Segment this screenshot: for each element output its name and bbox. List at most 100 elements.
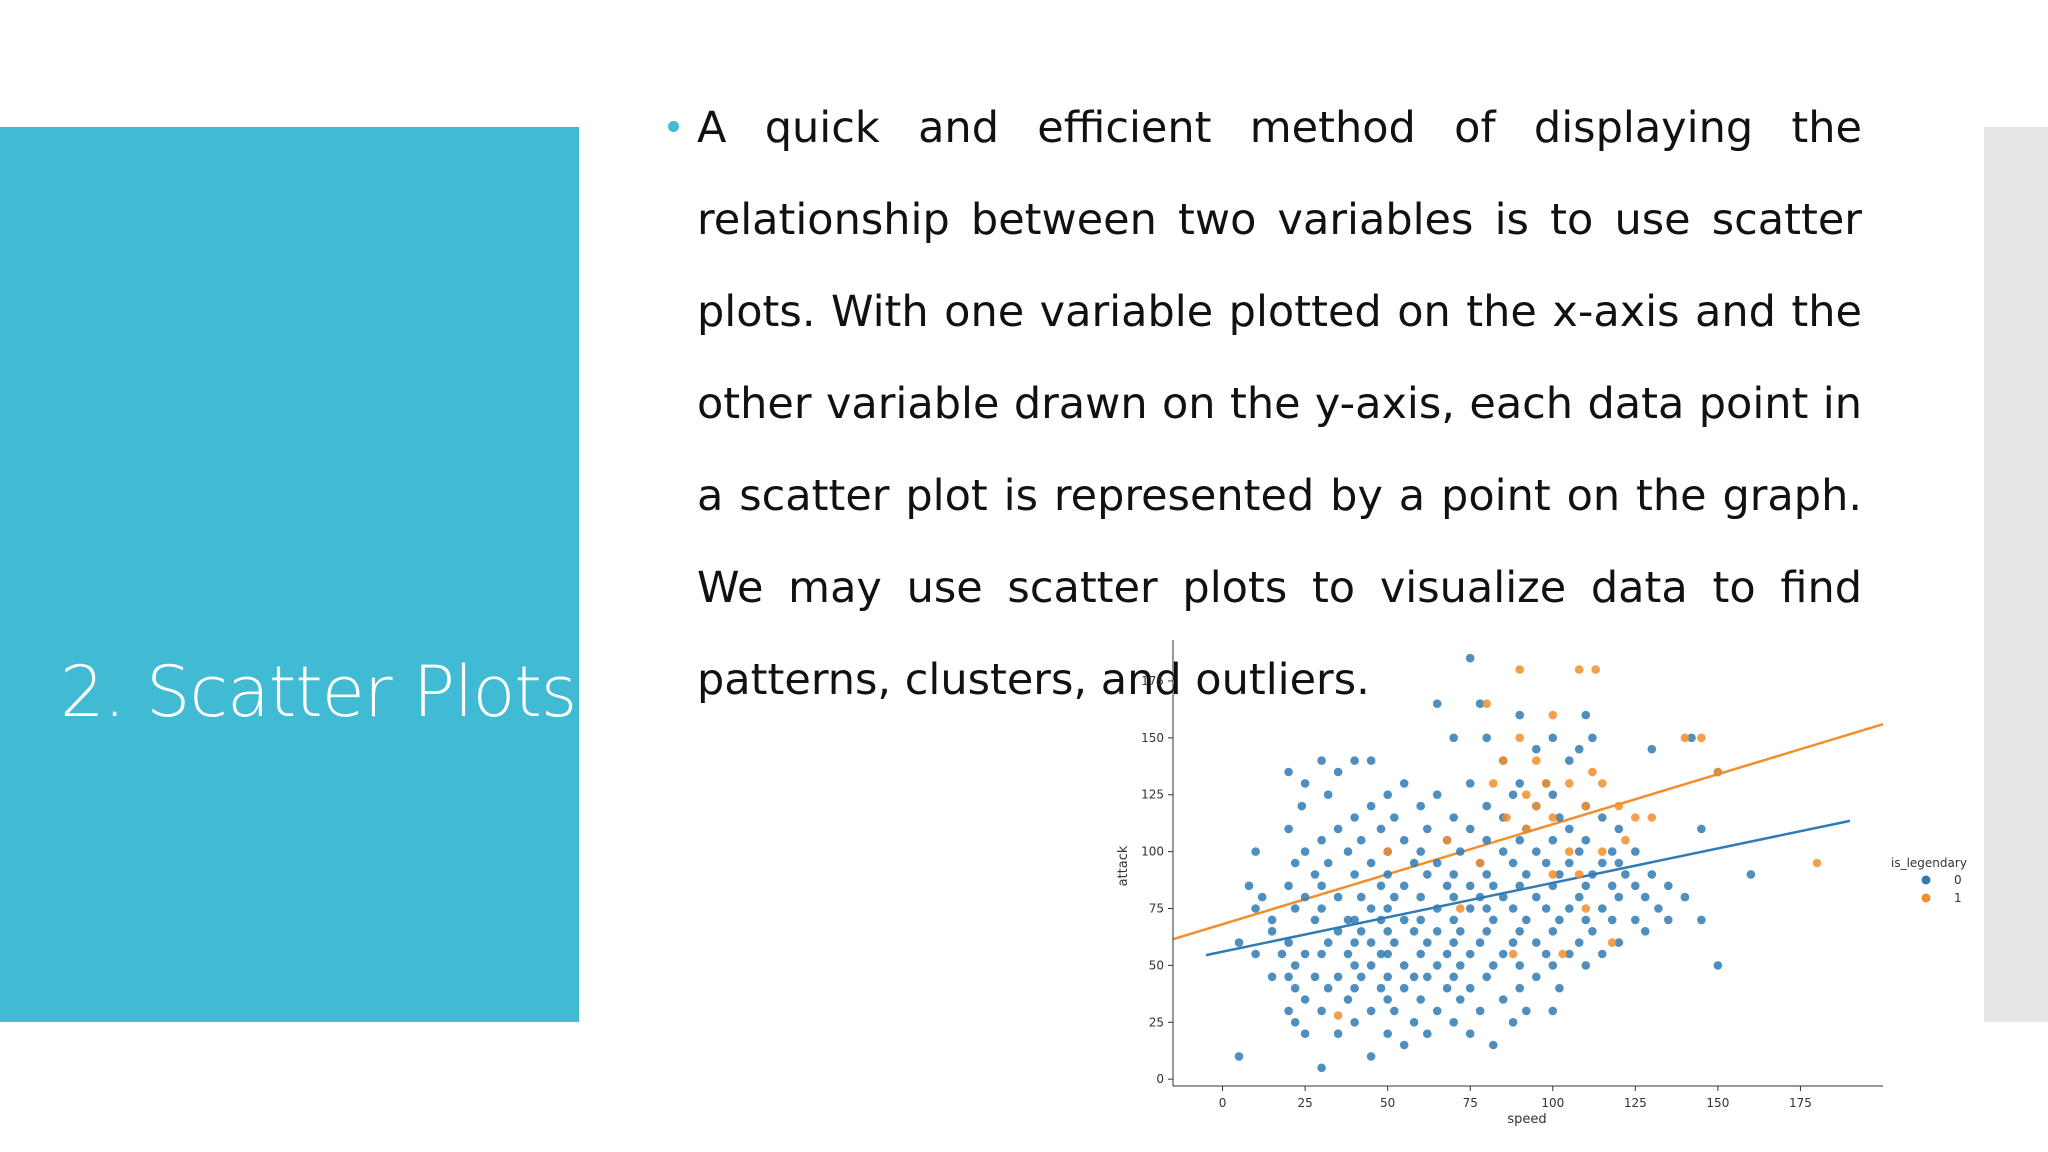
data-point-series-1 bbox=[1502, 813, 1511, 822]
data-point-series-0 bbox=[1482, 927, 1491, 936]
data-point-series-0 bbox=[1317, 904, 1326, 913]
x-tick-label: 25 bbox=[1297, 1096, 1312, 1110]
data-point-series-0 bbox=[1456, 961, 1465, 970]
data-point-series-0 bbox=[1489, 1040, 1498, 1050]
data-point-series-0 bbox=[1489, 915, 1498, 925]
y-tick-label: 0 bbox=[1156, 1072, 1164, 1086]
data-point-series-0 bbox=[1498, 892, 1508, 902]
regression-line-0 bbox=[1205, 819, 1851, 957]
data-point-series-0 bbox=[1399, 835, 1409, 845]
data-point-series-0 bbox=[1350, 870, 1359, 879]
data-point-series-0 bbox=[1574, 847, 1584, 856]
data-point-series-0 bbox=[1515, 710, 1524, 720]
data-point-series-0 bbox=[1366, 801, 1376, 811]
data-point-series-0 bbox=[1515, 881, 1524, 891]
data-point-series-0 bbox=[1366, 961, 1376, 970]
bullet-paragraph: A quick and efficient method of displayi… bbox=[697, 103, 1862, 705]
data-point-series-0 bbox=[1423, 870, 1432, 879]
data-point-series-0 bbox=[1300, 995, 1310, 1004]
data-point-series-0 bbox=[1432, 927, 1442, 936]
data-point-series-0 bbox=[1383, 927, 1392, 936]
data-point-series-0 bbox=[1432, 699, 1442, 708]
data-point-series-0 bbox=[1621, 870, 1630, 879]
data-point-series-0 bbox=[1574, 744, 1584, 754]
data-point-series-0 bbox=[1565, 824, 1574, 834]
data-point-series-0 bbox=[1350, 756, 1359, 765]
data-point-series-0 bbox=[1333, 927, 1343, 936]
data-point-series-1 bbox=[1558, 949, 1567, 959]
data-point-series-0 bbox=[1522, 1006, 1531, 1016]
data-point-series-0 bbox=[1366, 904, 1376, 913]
data-point-series-0 bbox=[1267, 927, 1277, 936]
data-point-series-0 bbox=[1607, 915, 1617, 925]
data-point-series-0 bbox=[1350, 983, 1359, 993]
chart-svg: 0 25 50 75 100 125 150 175 0 25 50 75 100 125 150 175 s… bbox=[1116, 640, 1967, 1127]
data-point-series-0 bbox=[1409, 972, 1419, 982]
data-point-series-0 bbox=[1515, 927, 1524, 936]
data-point-series-0 bbox=[1515, 961, 1524, 970]
data-point-series-0 bbox=[1631, 915, 1640, 925]
data-point-series-0 bbox=[1532, 938, 1541, 947]
data-point-series-0 bbox=[1489, 881, 1498, 891]
data-point-series-0 bbox=[1449, 972, 1458, 982]
data-point-series-0 bbox=[1532, 744, 1541, 754]
data-point-series-1 bbox=[1631, 813, 1640, 822]
data-point-series-1 bbox=[1541, 779, 1551, 788]
data-point-series-0 bbox=[1300, 847, 1310, 856]
data-point-series-0 bbox=[1409, 927, 1419, 936]
data-point-series-0 bbox=[1498, 847, 1508, 856]
data-point-series-0 bbox=[1548, 927, 1558, 936]
data-point-series-1 bbox=[1532, 801, 1541, 811]
data-point-series-0 bbox=[1350, 938, 1359, 947]
data-point-series-0 bbox=[1664, 881, 1673, 891]
data-point-series-0 bbox=[1449, 813, 1458, 822]
data-point-series-0 bbox=[1640, 927, 1650, 936]
data-point-series-0 bbox=[1432, 904, 1442, 913]
data-point-series-0 bbox=[1310, 972, 1320, 982]
data-point-series-0 bbox=[1456, 995, 1465, 1004]
data-point-series-0 bbox=[1356, 927, 1366, 936]
data-point-series-0 bbox=[1574, 938, 1584, 947]
legend-entries: 01 bbox=[1921, 873, 1962, 905]
data-point-series-0 bbox=[1343, 915, 1353, 925]
data-point-series-0 bbox=[1323, 983, 1333, 993]
data-point-series-0 bbox=[1449, 870, 1458, 879]
data-point-series-0 bbox=[1442, 949, 1452, 959]
data-point-series-0 bbox=[1465, 949, 1475, 959]
data-point-series-1 bbox=[1621, 835, 1630, 845]
data-point-series-0 bbox=[1432, 790, 1442, 799]
data-point-series-0 bbox=[1555, 983, 1564, 993]
data-point-series-0 bbox=[1498, 949, 1508, 959]
data-point-series-0 bbox=[1508, 858, 1518, 868]
data-point-series-0 bbox=[1333, 1029, 1343, 1038]
data-point-series-0 bbox=[1482, 801, 1491, 811]
x-tick-label: 100 bbox=[1541, 1096, 1564, 1110]
data-point-series-0 bbox=[1323, 790, 1333, 799]
data-point-series-0 bbox=[1515, 835, 1524, 845]
data-point-series-0 bbox=[1284, 881, 1293, 891]
data-point-series-0 bbox=[1399, 983, 1409, 993]
data-point-series-0 bbox=[1257, 892, 1267, 902]
data-point-series-0 bbox=[1317, 1006, 1326, 1016]
data-point-series-1 bbox=[1581, 801, 1591, 811]
legend-marker-1 bbox=[1921, 893, 1931, 903]
data-point-series-1 bbox=[1532, 756, 1541, 765]
data-point-series-1 bbox=[1598, 779, 1607, 788]
data-point-series-0 bbox=[1366, 1006, 1376, 1016]
data-point-series-0 bbox=[1284, 972, 1293, 982]
data-point-series-0 bbox=[1356, 972, 1366, 982]
data-point-series-0 bbox=[1317, 949, 1326, 959]
data-point-series-0 bbox=[1647, 870, 1657, 879]
data-point-series-1 bbox=[1548, 870, 1558, 879]
data-point-series-0 bbox=[1565, 949, 1574, 959]
data-point-series-1 bbox=[1713, 767, 1723, 777]
data-point-series-1 bbox=[1515, 665, 1524, 674]
data-point-series-0 bbox=[1317, 1063, 1326, 1073]
data-point-series-0 bbox=[1383, 1029, 1392, 1038]
data-point-series-0 bbox=[1465, 904, 1475, 913]
legend: is_legendary 01 bbox=[1891, 856, 1967, 905]
data-point-series-1 bbox=[1489, 779, 1498, 788]
data-point-series-0 bbox=[1449, 915, 1458, 925]
data-point-series-0 bbox=[1508, 790, 1518, 799]
data-point-series-0 bbox=[1333, 892, 1343, 902]
